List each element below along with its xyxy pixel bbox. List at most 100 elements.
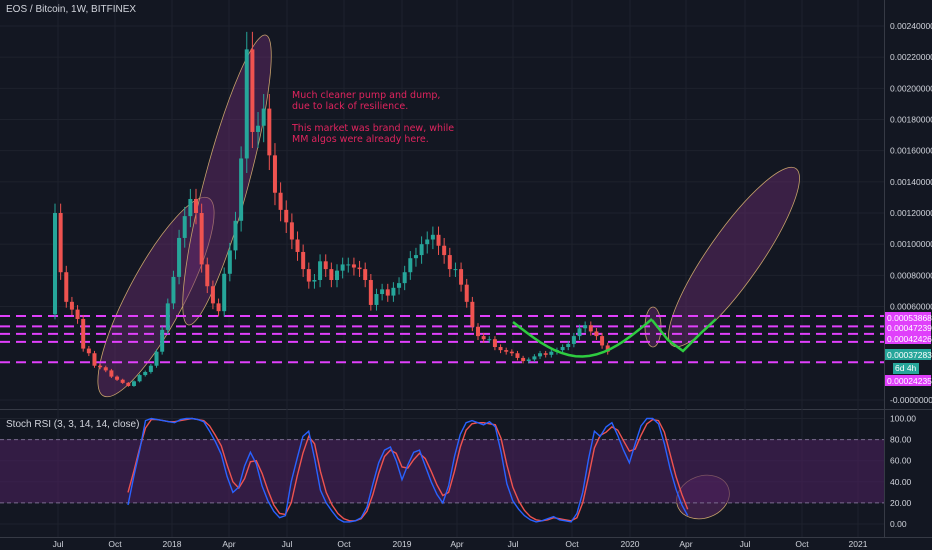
- candle-body[interactable]: [75, 309, 80, 319]
- candle-body[interactable]: [115, 376, 120, 380]
- candle-body[interactable]: [53, 213, 57, 315]
- candle-body[interactable]: [295, 239, 300, 252]
- candle-body[interactable]: [470, 301, 475, 327]
- candle-body[interactable]: [538, 353, 543, 357]
- candle-body[interactable]: [430, 234, 435, 240]
- candle-body[interactable]: [92, 353, 97, 366]
- candle-body[interactable]: [594, 331, 599, 337]
- candle-body[interactable]: [408, 258, 413, 273]
- candle-body[interactable]: [385, 289, 390, 296]
- candle-body[interactable]: [453, 269, 458, 271]
- candle-body[interactable]: [368, 280, 373, 305]
- candle-body[interactable]: [560, 347, 565, 351]
- candle-body[interactable]: [583, 325, 588, 329]
- candle-body[interactable]: [103, 367, 108, 371]
- candle-body[interactable]: [464, 284, 469, 302]
- candle-body[interactable]: [199, 213, 204, 265]
- candle-body[interactable]: [222, 273, 227, 312]
- candle-body[interactable]: [154, 351, 159, 366]
- candle-body[interactable]: [492, 339, 497, 348]
- candle-body[interactable]: [481, 336, 486, 340]
- candle-body[interactable]: [289, 222, 294, 240]
- candle-body[interactable]: [323, 261, 328, 270]
- candle-body[interactable]: [436, 234, 441, 246]
- candle-body[interactable]: [148, 365, 153, 372]
- candle-body[interactable]: [188, 198, 193, 217]
- candle-body[interactable]: [165, 303, 170, 330]
- candle-body[interactable]: [521, 357, 526, 362]
- candle-body[interactable]: [380, 289, 385, 295]
- candle-body[interactable]: [81, 318, 86, 349]
- candle-body[interactable]: [340, 264, 345, 271]
- candle-body[interactable]: [509, 351, 514, 354]
- candle-body[interactable]: [239, 158, 244, 221]
- candle-body[interactable]: [216, 303, 221, 312]
- candle-body[interactable]: [205, 264, 210, 287]
- candle-body[interactable]: [267, 108, 272, 156]
- candle-body[interactable]: [515, 353, 520, 358]
- candle-body[interactable]: [227, 250, 232, 274]
- candle-body[interactable]: [504, 350, 509, 352]
- candle-body[interactable]: [459, 269, 464, 285]
- candle-body[interactable]: [109, 370, 114, 377]
- candle-body[interactable]: [120, 379, 125, 383]
- candle-body[interactable]: [126, 382, 131, 386]
- candle-body[interactable]: [442, 245, 447, 256]
- candle-body[interactable]: [357, 267, 362, 270]
- candle-body[interactable]: [335, 270, 339, 281]
- candle-body[interactable]: [600, 336, 605, 346]
- candle-body[interactable]: [374, 294, 379, 305]
- candle-body[interactable]: [64, 272, 69, 302]
- candle-body[interactable]: [476, 326, 480, 337]
- candle-body[interactable]: [549, 351, 554, 355]
- candle-body[interactable]: [351, 264, 356, 268]
- candle-body[interactable]: [346, 264, 351, 266]
- candle-body[interactable]: [233, 220, 238, 251]
- candle-body[interactable]: [256, 125, 261, 132]
- candle-body[interactable]: [131, 381, 136, 386]
- candle-body[interactable]: [312, 280, 317, 282]
- candle-body[interactable]: [391, 287, 396, 296]
- candle-body[interactable]: [182, 216, 187, 238]
- candle-body[interactable]: [526, 359, 531, 362]
- candle-body[interactable]: [419, 244, 424, 256]
- candle-body[interactable]: [284, 209, 289, 223]
- candle-body[interactable]: [543, 353, 548, 355]
- candle-body[interactable]: [272, 155, 277, 193]
- candle-body[interactable]: [306, 269, 311, 282]
- candle-body[interactable]: [301, 251, 306, 270]
- candle-body[interactable]: [413, 255, 418, 259]
- candle-body[interactable]: [177, 237, 182, 277]
- candle-body[interactable]: [532, 356, 537, 360]
- candle-body[interactable]: [210, 286, 215, 304]
- candle-body[interactable]: [143, 371, 148, 376]
- candle-body[interactable]: [250, 49, 255, 132]
- candle-body[interactable]: [171, 276, 176, 304]
- candle-body[interactable]: [244, 49, 249, 159]
- candle-body[interactable]: [363, 269, 368, 281]
- candle-body[interactable]: [571, 336, 576, 344]
- candle-body[interactable]: [137, 375, 142, 382]
- candle-body[interactable]: [566, 343, 571, 348]
- candle-body[interactable]: [498, 347, 503, 351]
- candle-body[interactable]: [487, 339, 492, 341]
- candle-body[interactable]: [588, 325, 593, 332]
- candle-body[interactable]: [160, 329, 165, 352]
- candle-body[interactable]: [577, 328, 582, 337]
- candle-layer[interactable]: [53, 31, 610, 387]
- candle-body[interactable]: [194, 198, 198, 213]
- candle-body[interactable]: [318, 261, 323, 281]
- candle-body[interactable]: [69, 301, 74, 310]
- candle-body[interactable]: [447, 255, 452, 270]
- candle-body[interactable]: [402, 272, 407, 284]
- candle-body[interactable]: [261, 108, 266, 126]
- candle-body[interactable]: [397, 283, 402, 288]
- candle-body[interactable]: [605, 345, 610, 352]
- candle-body[interactable]: [329, 269, 334, 281]
- candle-body[interactable]: [86, 348, 91, 354]
- candle-body[interactable]: [425, 239, 430, 245]
- candle-body[interactable]: [278, 192, 283, 210]
- candle-body[interactable]: [58, 213, 63, 273]
- candle-body[interactable]: [98, 365, 103, 368]
